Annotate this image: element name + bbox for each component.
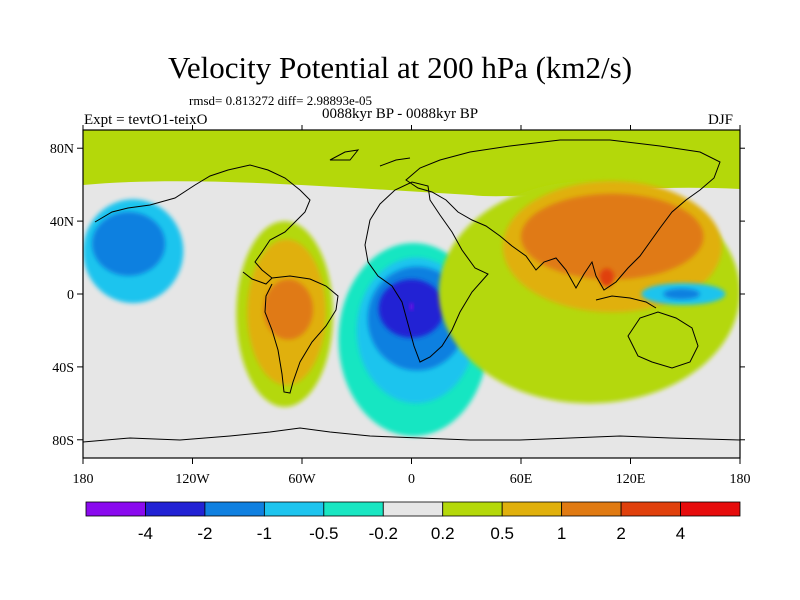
lat-tick-label: 0 xyxy=(67,288,74,303)
colorbar-label: -1 xyxy=(257,524,272,543)
colorbar-swatch xyxy=(620,501,681,517)
colorbar-label: 2 xyxy=(616,524,625,543)
colorbar-swatch xyxy=(561,501,622,517)
lon-tick-label: 120W xyxy=(175,472,210,487)
region-south-america-positive-core xyxy=(263,279,313,340)
region-east-pacific-negative-core xyxy=(92,212,166,276)
region-asia-positive-core xyxy=(521,193,704,280)
lon-tick-label: 60W xyxy=(288,472,316,487)
lat-tick-label: 80S xyxy=(52,434,74,449)
colorbar-label: -0.5 xyxy=(309,524,338,543)
lon-tick-label: 120E xyxy=(616,472,646,487)
colorbar-swatch xyxy=(680,501,741,517)
colorbar-label: -0.2 xyxy=(369,524,398,543)
experiment-label: Expt = tevtO1-teixO xyxy=(84,112,208,128)
colorbar-swatch xyxy=(85,501,146,517)
coastlines xyxy=(83,139,740,443)
lon-tick-label: 0 xyxy=(408,472,415,487)
lon-tick-label: 60E xyxy=(510,472,533,487)
region-west-pacific-negative-core xyxy=(663,288,700,300)
colorbar-swatch xyxy=(442,501,503,517)
lat-tick-label: 40N xyxy=(50,215,74,230)
colorbar-swatch xyxy=(323,501,384,517)
axis-ticks: 180 120W 60W 0 60E 120E 180 80N 40N 0 40S 80S xyxy=(50,125,751,487)
colorbar-label: 0.2 xyxy=(431,524,455,543)
colorbar-label: 0.5 xyxy=(490,524,514,543)
colorbar-label: 1 xyxy=(557,524,566,543)
colorbar-label: -4 xyxy=(138,524,153,543)
colorbar-swatch xyxy=(204,501,265,517)
colorbar: -4 -2 -1 -0.5 -0.2 0.2 0.5 1 2 4 xyxy=(85,501,741,543)
lat-tick-label: 40S xyxy=(52,361,74,376)
colorbar-label: 4 xyxy=(676,524,685,543)
lat-tick-label: 80N xyxy=(50,142,74,157)
period-label: 0088kyr BP - 0088kyr BP xyxy=(322,106,479,122)
colorbar-swatch xyxy=(145,501,206,517)
lon-tick-label: 180 xyxy=(73,472,94,487)
region-southeast-asia-peak xyxy=(599,268,615,287)
colorbar-swatch xyxy=(501,501,563,517)
plot-title: Velocity Potential at 200 hPa (km2/s) xyxy=(167,50,633,85)
contour-fills xyxy=(83,130,740,437)
region-arctic-band xyxy=(83,130,740,197)
colorbar-label: -2 xyxy=(197,524,212,543)
lon-tick-label: 180 xyxy=(730,472,751,487)
colorbar-swatch xyxy=(263,501,325,517)
colorbar-swatch xyxy=(382,501,444,517)
season-label: DJF xyxy=(708,112,734,128)
region-atlantic-africa-negative-peak xyxy=(409,303,414,311)
rmsd-diff-label: rmsd= 0.813272 diff= 2.98893e-05 xyxy=(189,93,373,108)
